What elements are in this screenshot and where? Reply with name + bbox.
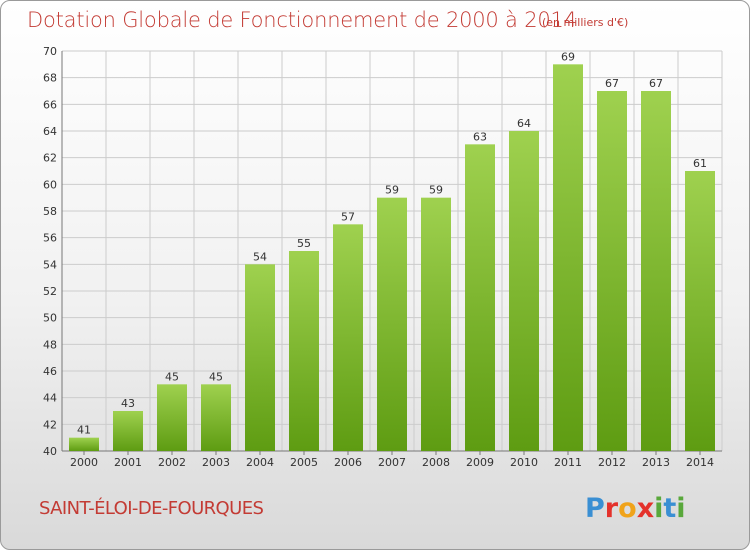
x-tick-label: 2014 (686, 456, 714, 469)
x-tick-label: 2008 (422, 456, 450, 469)
data-label: 41 (77, 424, 91, 437)
bar-2010 (509, 131, 539, 451)
x-tick-label: 2009 (466, 456, 494, 469)
data-label: 64 (517, 117, 531, 130)
x-tick-label: 2004 (246, 456, 274, 469)
data-label: 67 (649, 77, 663, 90)
proxiti-wordmark: Proxiti (585, 493, 686, 524)
x-tick-label: 2013 (642, 456, 670, 469)
bar-2012 (597, 91, 627, 451)
y-tick-label: 46 (43, 365, 57, 378)
logo-letter: x (637, 493, 654, 524)
y-tick-label: 68 (43, 72, 57, 85)
data-label: 45 (209, 370, 223, 383)
bar-2013 (641, 91, 671, 451)
data-label: 43 (121, 397, 135, 410)
data-label: 63 (473, 130, 487, 143)
y-tick-label: 42 (43, 418, 57, 431)
logo-letter: P (585, 493, 605, 524)
commune-name: SAINT-ÉLOI-DE-FOURQUES (39, 498, 264, 519)
data-label: 69 (561, 50, 575, 63)
x-tick-label: 2011 (554, 456, 582, 469)
bar-2004 (245, 264, 275, 451)
bar-2002 (157, 384, 187, 451)
chart-unit: (en milliers d'€) (542, 16, 629, 29)
data-label: 61 (693, 157, 707, 170)
y-tick-label: 66 (43, 98, 57, 111)
data-label: 59 (385, 184, 399, 197)
y-tick-label: 60 (43, 178, 57, 191)
bar-2005 (289, 251, 319, 451)
proxiti-logo: Proxiti (585, 493, 686, 524)
bars (69, 64, 715, 452)
chart-title: Dotation Globale de Fonctionnement de 20… (27, 8, 577, 32)
bar-2000 (69, 437, 99, 451)
x-tick-label: 2006 (334, 456, 362, 469)
x-tick-label: 2003 (202, 456, 230, 469)
logo-letter: o (618, 493, 637, 524)
data-label: 45 (165, 370, 179, 383)
x-tick-label: 2010 (510, 456, 538, 469)
y-tick-label: 56 (43, 232, 57, 245)
y-tick-label: 50 (43, 312, 57, 325)
x-tick-label: 2001 (114, 456, 142, 469)
y-tick-label: 64 (43, 125, 57, 138)
y-tick-label: 44 (43, 392, 57, 405)
data-label: 55 (297, 237, 311, 250)
bar-2003 (201, 384, 231, 451)
y-tick-label: 48 (43, 338, 57, 351)
x-tick-label: 2000 (70, 456, 98, 469)
y-tick-label: 40 (43, 445, 57, 458)
y-tick-label: 62 (43, 152, 57, 165)
data-label: 67 (605, 77, 619, 90)
data-label: 57 (341, 210, 355, 223)
y-tick-label: 54 (43, 258, 57, 271)
labels: 40 42 44 46 48 50 52 54 56 58 60 62 64 66 68 70 2000 41 20… (43, 45, 714, 469)
bar-2001 (113, 411, 143, 451)
x-tick-label: 2005 (290, 456, 318, 469)
bar-2006 (333, 224, 363, 451)
bar-2014 (685, 171, 715, 451)
bar-2008 (421, 197, 451, 451)
bar-2009 (465, 144, 495, 452)
y-tick-label: 58 (43, 205, 57, 218)
x-tick-label: 2002 (158, 456, 186, 469)
data-label: 54 (253, 250, 267, 263)
y-tick-label: 70 (43, 45, 57, 58)
bar-2007 (377, 197, 407, 451)
x-tick-label: 2012 (598, 456, 626, 469)
logo-letter: r (605, 493, 619, 524)
logo-letter: i (676, 493, 685, 524)
y-tick-label: 52 (43, 285, 57, 298)
bar-2011 (553, 64, 583, 452)
data-label: 59 (429, 184, 443, 197)
logo-letter: t (663, 493, 676, 524)
x-tick-label: 2007 (378, 456, 406, 469)
logo-letter: i (654, 493, 663, 524)
